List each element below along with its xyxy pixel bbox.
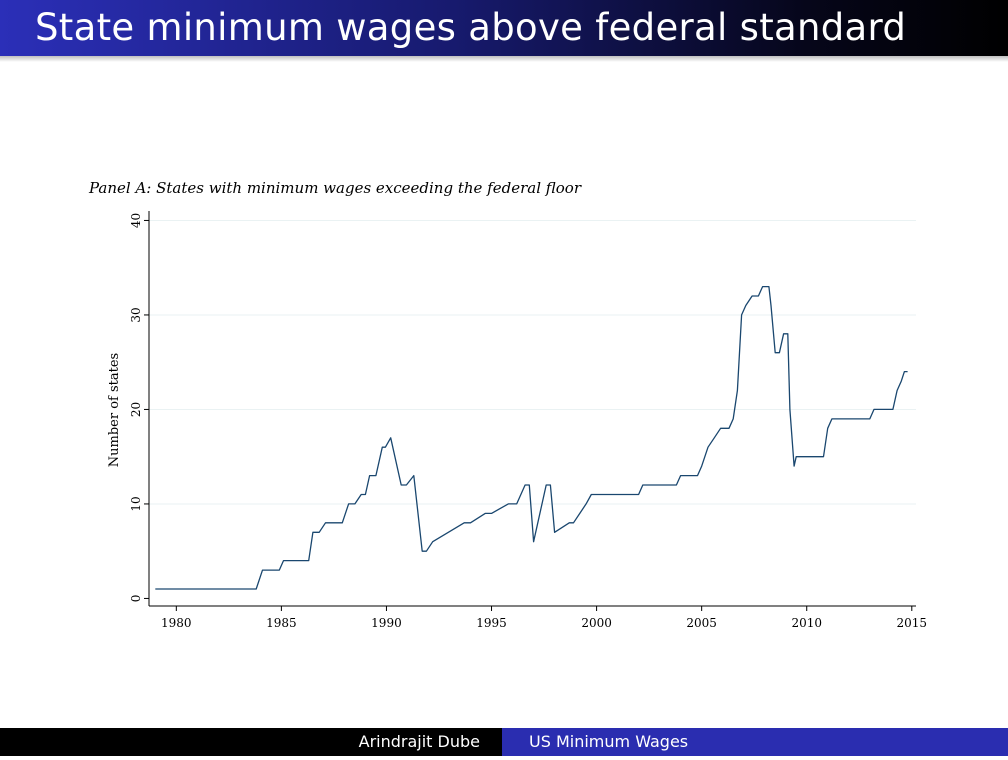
series-line-0 — [155, 285, 908, 590]
x-tick-label-1990: 1990 — [371, 616, 402, 630]
x-tick-label-2005: 2005 — [686, 616, 717, 630]
chart-title: Panel A: States with minimum wages excee… — [88, 179, 582, 197]
axes: 0 10 20 30 40 1980 1985 1990 1995 2000 2005 2010 201… — [129, 211, 927, 630]
title-bar: State minimum wages above federal standa… — [0, 0, 1008, 62]
y-axis-label: Number of states — [107, 353, 122, 467]
y-tick-label-40: 40 — [129, 213, 143, 228]
series-layer — [155, 285, 908, 590]
y-tick-label-30: 30 — [129, 307, 143, 322]
x-tick-label-2015: 2015 — [897, 616, 928, 630]
y-tick-label-10: 10 — [129, 496, 143, 511]
x-tick-label-1980: 1980 — [161, 616, 192, 630]
x-tick-label-1985: 1985 — [266, 616, 297, 630]
grid-lines — [149, 219, 916, 505]
footer-topic: US Minimum Wages — [502, 728, 1008, 756]
x-tick-label-2010: 2010 — [791, 616, 822, 630]
x-tick-label-2000: 2000 — [581, 616, 612, 630]
y-tick-label-20: 20 — [129, 402, 143, 417]
footer-author: Arindrajit Dube — [0, 728, 502, 756]
x-tick-label-1995: 1995 — [476, 616, 507, 630]
slide-title: State minimum wages above federal standa… — [35, 6, 907, 49]
y-tick-label-0: 0 — [129, 595, 143, 603]
title-bar-shadow — [0, 56, 1008, 62]
footer: Arindrajit Dube US Minimum Wages — [0, 728, 1008, 756]
